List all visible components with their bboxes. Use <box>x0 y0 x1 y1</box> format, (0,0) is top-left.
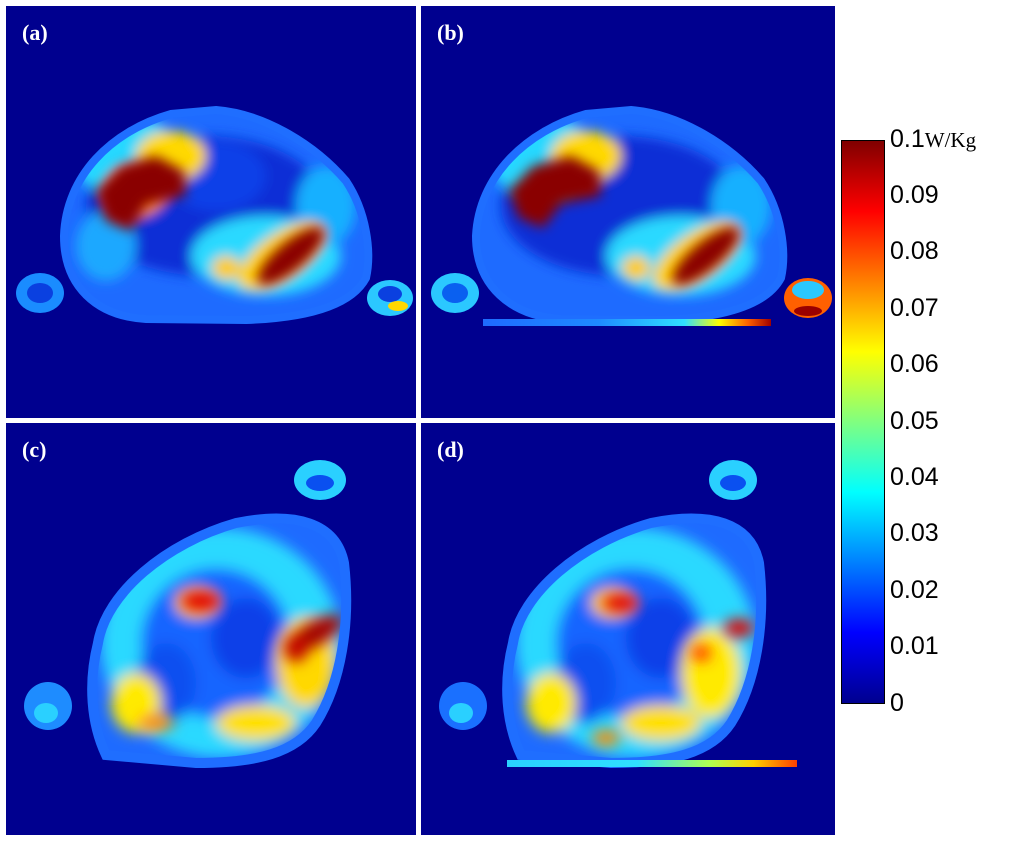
sar-map-b-image <box>431 105 832 326</box>
colorbar-unit: W/Kg <box>924 128 977 152</box>
panel-label-d: (d) <box>437 437 464 462</box>
colorbar-tick: 0.08 <box>890 237 939 265</box>
colorbar-tick: 0 <box>890 689 904 717</box>
colorbar-tick: 0.09 <box>890 181 939 209</box>
colorbar-tick: 0.02 <box>890 576 939 604</box>
sar-map-a-image <box>16 105 413 325</box>
sar-map-c-image <box>24 460 352 769</box>
colorbar-tick: 0.03 <box>890 519 939 547</box>
colorbar-tick: 0.04 <box>890 463 939 491</box>
sar-map-panel-a: (a) <box>6 6 416 418</box>
panel-label-c: (c) <box>22 437 47 462</box>
sar-map-panel-d: (d) <box>421 423 835 835</box>
sar-map-panel-b: (b) <box>421 6 835 418</box>
colorbar-tick: 0.01 <box>890 632 939 660</box>
colorbar-tick: 0.05 <box>890 407 939 435</box>
sar-map-d-image <box>439 460 797 769</box>
colorbar-tick: 0.1W/Kg <box>890 125 977 153</box>
colorbar <box>841 140 885 704</box>
colorbar-tick: 0.07 <box>890 294 939 322</box>
panel-label-b: (b) <box>437 20 464 45</box>
sar-map-panel-c: (c) <box>6 423 416 835</box>
panel-label-a: (a) <box>22 20 48 45</box>
colorbar-tick: 0.06 <box>890 350 939 378</box>
